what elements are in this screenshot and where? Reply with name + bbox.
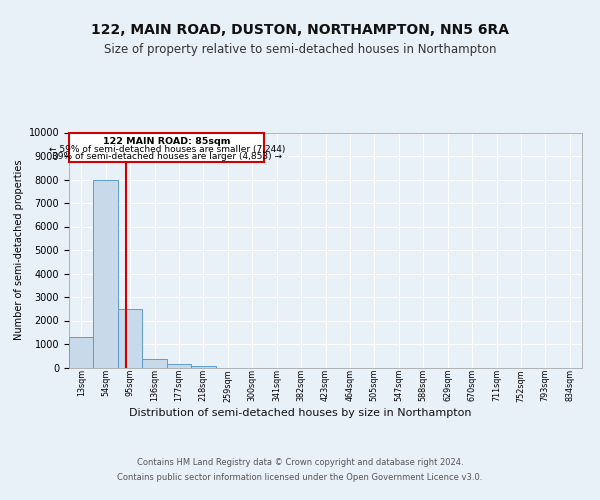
Text: 39% of semi-detached houses are larger (4,853) →: 39% of semi-detached houses are larger (… (52, 152, 282, 162)
Bar (167, 364, 191, 368)
Text: Distribution of semi-detached houses by size in Northampton: Distribution of semi-detached houses by … (129, 408, 471, 418)
Text: Size of property relative to semi-detached houses in Northampton: Size of property relative to semi-detach… (104, 42, 496, 56)
Bar (191, 366, 215, 368)
Text: 122, MAIN ROAD, DUSTON, NORTHAMPTON, NN5 6RA: 122, MAIN ROAD, DUSTON, NORTHAMPTON, NN5… (91, 22, 509, 36)
Bar (69, 337, 94, 368)
Bar (142, 358, 167, 368)
Bar (94, 180, 118, 368)
FancyBboxPatch shape (69, 132, 265, 162)
Text: ← 59% of semi-detached houses are smaller (7,244): ← 59% of semi-detached houses are smalle… (49, 145, 285, 154)
Y-axis label: Number of semi-detached properties: Number of semi-detached properties (14, 160, 25, 340)
Text: Contains public sector information licensed under the Open Government Licence v3: Contains public sector information licen… (118, 473, 482, 482)
Text: 122 MAIN ROAD: 85sqm: 122 MAIN ROAD: 85sqm (103, 136, 230, 145)
Text: Contains HM Land Registry data © Crown copyright and database right 2024.: Contains HM Land Registry data © Crown c… (137, 458, 463, 467)
Bar (118, 308, 142, 368)
